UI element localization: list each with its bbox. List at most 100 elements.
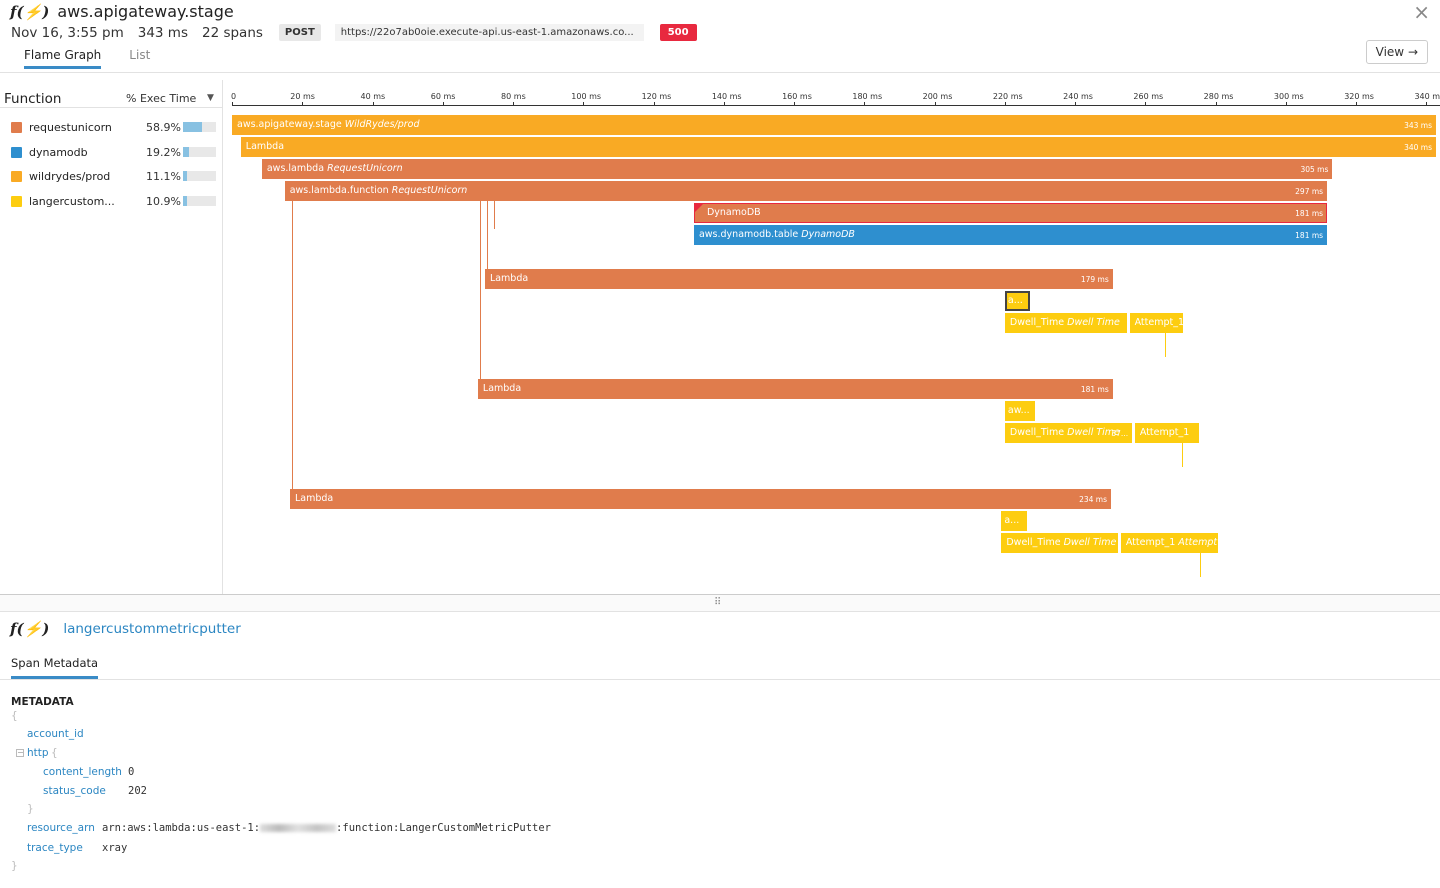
span-label-resource: DynamoDB [801, 229, 855, 240]
flame-span[interactable]: aws.lambda RequestUnicorn 305 ms [261, 159, 1333, 179]
function-row[interactable]: dynamodb 19.2% [11, 144, 221, 162]
metadata-key-resource-arn: resource_arn [27, 822, 95, 834]
flame-graph: 0 20 ms 40 ms 60 ms 80 ms 100 ms 120 ms 140 ms 1… [224, 80, 1440, 594]
axis-tick-label: 20 ms [290, 92, 315, 101]
flame-span[interactable]: Attempt_1 Attempt #1 [1120, 533, 1219, 553]
span-label: aw... [1008, 405, 1030, 416]
span-connector-line [1199, 553, 1201, 577]
axis-tick-mark [723, 102, 725, 106]
function-row[interactable]: langercustom... 10.9% [11, 193, 221, 211]
span-duration: 37... [1111, 429, 1129, 438]
span-duration: 305 ms [1300, 165, 1329, 174]
span-label-name: Attempt_1 [1125, 537, 1176, 548]
status-badge: 500 [659, 24, 697, 41]
span-label-resource: Dwell Time [1063, 537, 1117, 548]
metadata-open-brace: { [11, 710, 18, 722]
metadata-key-status-code: status_code [43, 785, 106, 797]
span-label-name: Dwell_Time [1009, 427, 1065, 438]
tab-flame-graph[interactable]: Flame Graph [24, 48, 102, 69]
function-row[interactable]: requestunicorn 58.9% [11, 119, 221, 137]
flame-span[interactable]: Dwell_Time Dwell Time [1004, 313, 1127, 333]
function-name: langercustom... [29, 194, 115, 208]
exec-time-bar [183, 122, 216, 132]
span-label-name: aws.lambda.function [289, 185, 389, 196]
axis-tick-label: 220 ms [992, 92, 1023, 101]
axis-tick-mark [232, 102, 233, 106]
axis-tick-mark [442, 102, 444, 106]
http-open-brace: { [51, 747, 58, 759]
flame-span[interactable]: Lambda 181 ms [477, 379, 1113, 399]
span-label-name: Lambda [245, 141, 285, 152]
tab-list[interactable]: List [129, 48, 151, 62]
span-connector-line [479, 201, 481, 379]
metadata-value-content-length: 0 [128, 766, 135, 778]
span-duration: 181 ms [1295, 231, 1324, 240]
flame-span[interactable]: Dwell_Time Dwell Time [1001, 533, 1119, 553]
axis-tick-label: 0 [231, 92, 237, 101]
metadata-value-status-code: 202 [128, 785, 147, 797]
axis-tick-label: 200 ms [922, 92, 953, 101]
flame-span[interactable]: Lambda 179 ms [484, 269, 1113, 289]
span-label: Attempt_1 [1135, 317, 1183, 328]
axis-tick-label: 40 ms [360, 92, 386, 101]
flame-span[interactable]: a... [1004, 291, 1031, 311]
time-axis: 0 20 ms 40 ms 60 ms 80 ms 100 ms 120 ms 140 ms 1… [224, 80, 1440, 108]
flame-span[interactable]: aws.lambda.function RequestUnicorn 297 ms [284, 181, 1328, 201]
metadata-key-trace-type: trace_type [27, 842, 83, 854]
flame-span[interactable]: aw... [1004, 401, 1036, 421]
function-color-swatch [11, 195, 22, 207]
metadata-key-content-length: content_length [43, 766, 122, 778]
span-label-resource: Dwell Time [1067, 317, 1120, 328]
flame-span[interactable]: a... [1001, 511, 1027, 531]
detail-divider [0, 679, 1440, 680]
flame-span[interactable]: Attempt_1 [1134, 423, 1199, 443]
flame-span[interactable]: DynamoDB 181 ms [693, 203, 1328, 223]
axis-tick-mark [372, 102, 374, 106]
tab-span-metadata[interactable]: Span Metadata [11, 656, 99, 679]
span-label: Dwell_Time Dwell Time [1010, 427, 1120, 438]
collapse-http-icon[interactable]: − [16, 748, 24, 757]
exec-time-bar [183, 195, 216, 206]
trace-duration: 343 ms [137, 24, 188, 41]
view-button[interactable]: View → [1365, 40, 1428, 64]
axis-tick-mark [302, 102, 304, 106]
flame-span[interactable]: Attempt_1 [1129, 313, 1184, 333]
close-icon[interactable]: × [1413, 0, 1430, 24]
function-row[interactable]: wildrydes/prod 11.1% [11, 168, 221, 186]
span-connector-line [1164, 333, 1166, 357]
metadata-value-resource-arn: arn:aws:lambda:us-east-1::function:Lange… [102, 822, 551, 834]
function-panel: Function % Exec Time ▼ requestunicorn 58.… [0, 80, 223, 594]
drag-handle-icon[interactable]: ⠿ [714, 597, 721, 608]
metadata-key-account-id: account_id [27, 728, 84, 740]
span-duration: 179 ms [1080, 275, 1109, 284]
span-label: aws.dynamodb.table DynamoDB [699, 229, 855, 240]
exec-time-bar-fill [183, 171, 187, 181]
span-label-name: aw... [1007, 405, 1030, 416]
exec-time-column-label[interactable]: % Exec Time [126, 92, 197, 105]
flame-span[interactable]: Lambda 234 ms [289, 489, 1112, 509]
trace-date: Nov 16, 3:55 pm [11, 24, 124, 41]
arrow-right-icon: → [1407, 45, 1418, 59]
span-label-name: aws.lambda [266, 163, 325, 174]
metadata-close-brace: } [11, 860, 18, 872]
http-close-brace: } [27, 803, 34, 815]
span-function-name[interactable]: langercustommetricputter [63, 621, 241, 637]
flame-span[interactable]: Dwell_Time Dwell Time 37... [1004, 423, 1133, 443]
function-panel-header: Function % Exec Time ▼ [0, 80, 223, 108]
span-connector-line [291, 201, 293, 489]
span-label: Lambda [490, 273, 528, 284]
panel-splitter[interactable]: ⠿ [0, 594, 1440, 612]
axis-tick-mark [653, 102, 655, 106]
metadata-value-trace-type: xray [102, 842, 128, 854]
metadata-key-http[interactable]: http [27, 747, 49, 759]
span-label: Dwell_Time Dwell Time [1006, 537, 1116, 548]
flame-span[interactable]: aws.dynamodb.table DynamoDB 181 ms [693, 225, 1328, 245]
detail-tabs: Span Metadata [11, 656, 99, 679]
span-label: Lambda [295, 493, 333, 504]
view-label: View [1375, 45, 1405, 59]
sort-caret-icon[interactable]: ▼ [207, 93, 214, 103]
flame-span[interactable]: Lambda 340 ms [240, 137, 1436, 157]
flame-span[interactable]: aws.apigateway.stage WildRydes/prod 343 m… [232, 115, 1436, 135]
axis-tick-label: 340 m [1414, 92, 1440, 101]
span-label-name: Attempt_1 [1134, 317, 1184, 328]
